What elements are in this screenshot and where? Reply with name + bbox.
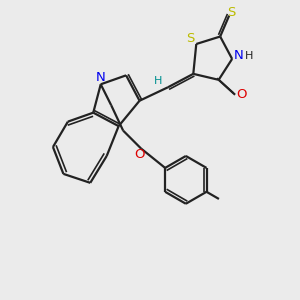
Text: N: N <box>95 71 105 84</box>
Text: S: S <box>227 5 236 19</box>
Text: O: O <box>134 148 145 161</box>
Text: O: O <box>236 88 247 101</box>
Text: H: H <box>154 76 163 86</box>
Text: S: S <box>186 32 194 45</box>
Text: H: H <box>245 51 253 61</box>
Text: N: N <box>234 49 244 62</box>
